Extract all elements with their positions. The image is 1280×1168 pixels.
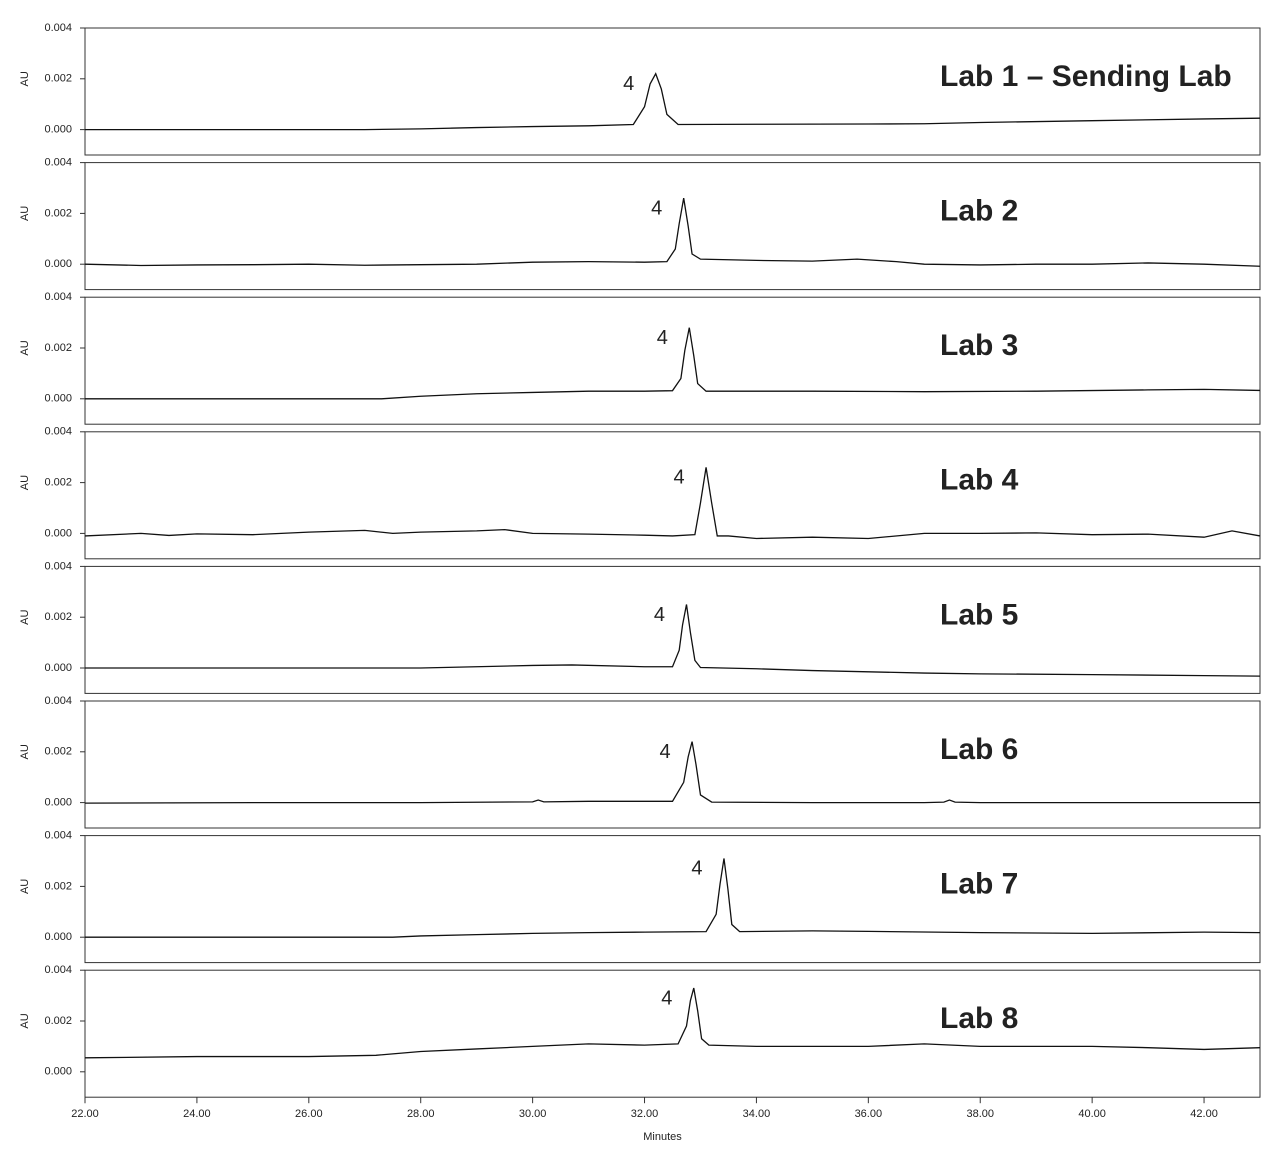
y-tick-label: 0.000 [44,797,72,809]
plot-frame [84,835,1261,964]
y-axis-label: AU [19,71,31,86]
y-axis-label: AU [19,206,31,221]
y-tick-label: 0.002 [44,207,72,219]
peak-label: 4 [661,987,672,1009]
peak-label: 4 [657,327,668,349]
plot-frame [84,27,1261,156]
panel-title: Lab 6 [940,733,1018,766]
y-tick-label: 0.000 [44,527,72,539]
x-tick-label: 38.00 [966,1108,994,1120]
x-tick-label: 24.00 [183,1108,211,1120]
x-axis-label: Minutes [643,1131,682,1143]
plot-frame [84,969,1261,1098]
plot-frame [84,700,1261,829]
x-tick-label: 32.00 [631,1108,659,1120]
x-tick-label: 28.00 [407,1108,435,1120]
y-tick-label: 0.002 [44,611,72,623]
y-tick-label: 0.004 [44,964,72,976]
peak-label: 4 [691,858,702,880]
trace [84,987,1261,1059]
y-tick-label: 0.000 [44,393,72,405]
y-tick-label: 0.004 [44,291,72,303]
y-axis-label: AU [19,744,31,759]
trace [85,604,1261,677]
x-tick-label: 42.00 [1190,1108,1218,1120]
y-tick-label: 0.000 [44,1066,72,1078]
y-axis-label: AU [19,610,31,625]
y-tick-label: 0.000 [44,662,72,674]
trace [85,327,1261,400]
y-tick-label: 0.002 [44,746,72,758]
y-tick-label: 0.002 [44,342,72,354]
panel-title: Lab 2 [940,195,1018,228]
trace [85,72,1261,131]
y-tick-label: 0.004 [44,560,72,572]
y-axis-label: AU [19,879,31,894]
trace [84,741,1260,804]
y-tick-label: 0.004 [44,830,72,842]
trace [84,198,1261,267]
y-tick-label: 0.004 [44,426,72,438]
panel-title: Lab 5 [940,598,1018,631]
plot-frame [84,565,1261,694]
panel-title: Lab 8 [940,1002,1018,1035]
panel-title: Lab 7 [940,868,1018,901]
y-tick-label: 0.004 [44,695,72,707]
x-tick-label: 36.00 [855,1108,883,1120]
y-tick-label: 0.002 [44,1015,72,1027]
trace [84,467,1261,540]
panel-title: Lab 1 – Sending Lab [940,60,1232,93]
peak-label: 4 [654,604,665,626]
y-tick-label: 0.002 [44,477,72,489]
x-tick-label: 26.00 [295,1108,323,1120]
peak-label: 4 [660,741,671,763]
x-tick-label: 40.00 [1078,1108,1106,1120]
panel-title: Lab 4 [940,464,1019,497]
y-tick-label: 0.000 [44,124,72,136]
plot-frame [84,296,1261,425]
y-axis-label: AU [19,1013,31,1028]
x-tick-label: 34.00 [743,1108,771,1120]
x-tick-label: 22.00 [71,1108,99,1120]
trace [85,858,1261,938]
peak-label: 4 [651,197,662,219]
panel-title: Lab 3 [940,329,1018,362]
y-tick-label: 0.004 [44,157,72,169]
peak-label: 4 [623,73,634,95]
x-tick-label: 30.00 [519,1108,547,1120]
peak-label: 4 [674,467,685,489]
y-axis-label: AU [19,340,31,355]
y-tick-label: 0.002 [44,73,72,85]
plot-frame [84,431,1261,560]
y-axis-label: AU [19,475,31,490]
y-tick-label: 0.000 [44,258,72,270]
y-tick-label: 0.002 [44,880,72,892]
y-tick-label: 0.000 [44,931,72,943]
plot-frame [84,162,1261,291]
y-tick-label: 0.004 [44,22,72,34]
